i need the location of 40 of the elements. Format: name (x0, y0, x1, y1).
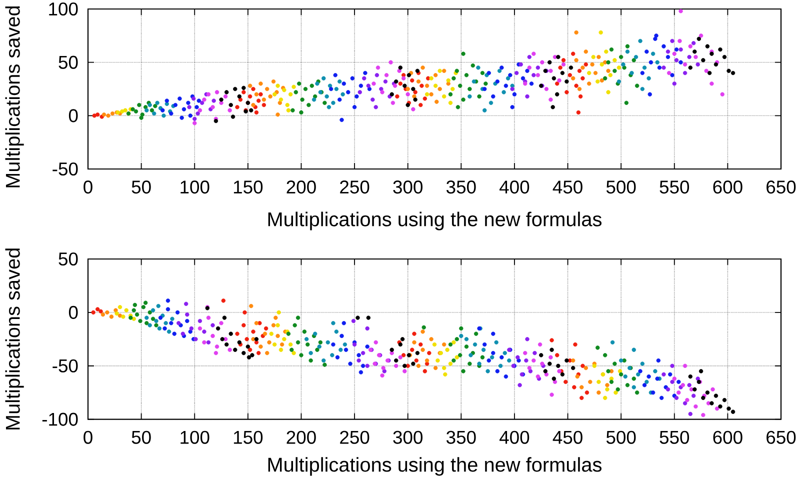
x-tick-label: 600 (713, 430, 742, 444)
y-tick-label: -50 (52, 162, 78, 176)
y-tick-label: -100 (42, 412, 78, 426)
x-tick-label: 50 (132, 180, 151, 194)
x-tick-label: 0 (84, 430, 92, 444)
x-axis-title: Multiplications using the new formulas (268, 212, 602, 230)
x-tick-label: 350 (446, 430, 476, 444)
y-axis-title: Multiplications saved (5, 6, 24, 188)
x-tick-label: 250 (340, 180, 370, 194)
x-tick-label: 300 (393, 430, 422, 444)
x-tick-label: 450 (552, 430, 582, 444)
x-tick-label: 350 (446, 180, 476, 194)
x-tick-label: 550 (660, 430, 690, 444)
y-tick-label: 0 (68, 306, 78, 319)
y-tick-label: 50 (58, 56, 78, 69)
y-tick-label: 50 (58, 252, 78, 266)
x-tick-label: 550 (660, 180, 690, 194)
x-tick-label: 400 (500, 180, 530, 194)
x-tick-label: 200 (286, 180, 316, 194)
x-tick-label: 150 (234, 430, 263, 444)
x-axis-title: Multiplications using the new formulas (268, 457, 602, 476)
x-tick-label: 650 (766, 430, 796, 444)
x-tick-label: 50 (132, 430, 151, 444)
x-tick-label: 100 (180, 180, 210, 194)
x-tick-label: 300 (393, 180, 422, 194)
y-tick-label: 100 (49, 2, 78, 16)
y-axis-title: Multiplications saved (5, 248, 24, 430)
x-tick-label: 450 (552, 180, 582, 194)
x-tick-label: 400 (500, 430, 530, 444)
x-tick-label: 200 (286, 430, 316, 444)
x-tick-label: 600 (713, 180, 742, 194)
x-tick-label: 0 (84, 180, 92, 194)
x-tick-label: 650 (766, 180, 796, 194)
x-tick-label: 150 (234, 180, 263, 194)
y-tick-label: -50 (52, 359, 78, 372)
y-tick-label: 0 (68, 109, 78, 122)
x-tick-label: 500 (606, 430, 636, 444)
x-tick-label: 250 (340, 430, 370, 444)
x-tick-label: 500 (606, 180, 636, 194)
x-tick-label: 100 (180, 430, 210, 444)
